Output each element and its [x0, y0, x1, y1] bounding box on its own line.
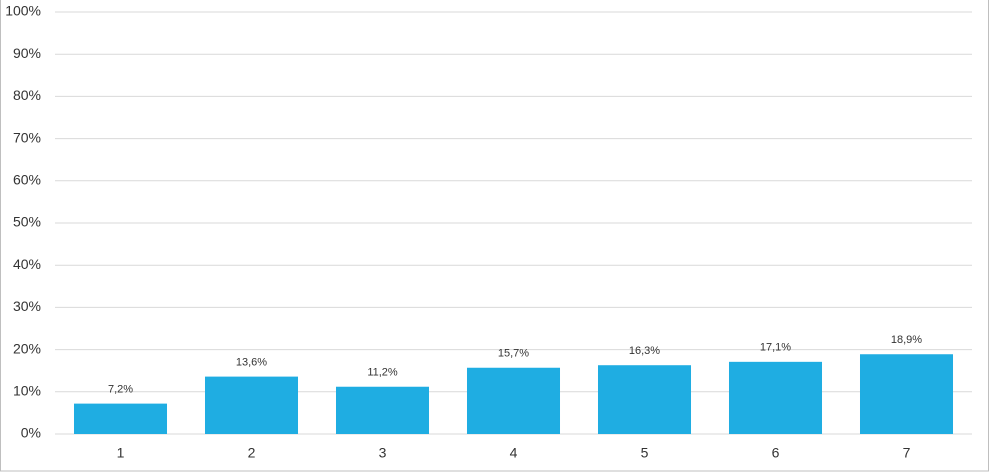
y-tick-label: 50%	[13, 214, 41, 230]
bar	[728, 361, 823, 434]
value-label: 11,2%	[367, 367, 398, 379]
value-label: 15,7%	[498, 348, 529, 360]
value-label: 17,1%	[760, 342, 791, 354]
bar	[466, 367, 561, 434]
x-tick-label: 5	[641, 445, 649, 461]
bar	[859, 354, 954, 434]
value-label: 16,3%	[629, 345, 660, 357]
x-tick-label: 6	[772, 445, 780, 461]
x-tick-label: 7	[903, 445, 911, 461]
y-tick-label: 10%	[13, 383, 41, 399]
y-tick-label: 70%	[13, 129, 41, 145]
value-label: 13,6%	[236, 357, 267, 369]
x-tick-label: 2	[248, 445, 256, 461]
y-tick-label: 20%	[13, 340, 41, 356]
y-tick-label: 90%	[13, 45, 41, 61]
bar	[73, 403, 168, 434]
y-tick-label: 40%	[13, 256, 41, 272]
bar	[597, 365, 692, 434]
y-tick-label: 60%	[13, 172, 41, 188]
y-tick-label: 80%	[13, 87, 41, 103]
y-tick-label: 100%	[5, 3, 41, 19]
y-tick-label: 30%	[13, 298, 41, 314]
value-label: 18,9%	[891, 334, 922, 346]
bar	[204, 376, 299, 434]
value-label: 7,2%	[108, 384, 133, 396]
x-tick-label: 3	[379, 445, 387, 461]
bar	[335, 386, 430, 434]
x-tick-label: 4	[510, 445, 518, 461]
x-tick-label: 1	[117, 445, 125, 461]
y-tick-label: 0%	[21, 425, 41, 441]
